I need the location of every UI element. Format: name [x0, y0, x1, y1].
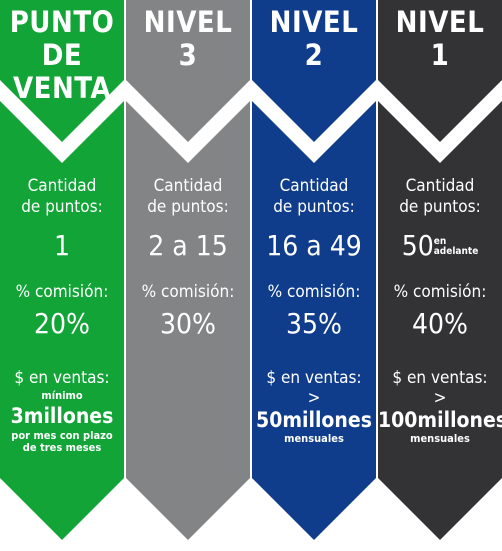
- sales-amount: 3millones: [10, 404, 114, 428]
- sales-note: mensuales: [410, 432, 470, 445]
- commission-label: % comisión:: [267, 282, 361, 302]
- sales-label: $ en ventas:: [392, 368, 488, 388]
- tier-punto-de-venta: PUNTO DE VENTA Cantidad de puntos: 1 % com…: [0, 0, 124, 551]
- commission-value: 35%: [286, 307, 342, 340]
- tier-title: PUNTO DE VENTA: [9, 5, 115, 105]
- arrow-banner-shape: [378, 0, 502, 540]
- commission-label: % comisión:: [393, 282, 487, 302]
- commission-label: % comisión:: [141, 282, 235, 302]
- tier-nivel-1: NIVEL 1 Cantidad de puntos: 50 en adelante %…: [378, 0, 502, 551]
- points-label: Cantidad de puntos:: [273, 176, 355, 217]
- points-value: 1: [53, 229, 71, 262]
- points-label: Cantidad de puntos:: [147, 176, 229, 217]
- commission-label: % comisión:: [15, 282, 109, 302]
- tier-title: NIVEL 2: [269, 5, 359, 72]
- points-value-number: 50: [401, 229, 434, 262]
- tier-title: NIVEL 3: [143, 5, 233, 72]
- points-label: Cantidad de puntos:: [399, 176, 481, 217]
- sales-prefix: >: [433, 388, 447, 408]
- points-value-suffix: en adelante: [433, 236, 479, 257]
- sales-note: mensuales: [284, 432, 344, 445]
- points-value: 50 en adelante: [378, 230, 502, 262]
- sales-label: $ en ventas:: [266, 368, 362, 388]
- arrow-banner-shape: [0, 0, 124, 540]
- sales-amount: 100millones: [378, 408, 502, 432]
- commission-value: 20%: [34, 307, 90, 340]
- commission-value: 30%: [160, 307, 216, 340]
- commission-value: 40%: [412, 307, 468, 340]
- sales-note: por mes con plazo de tres meses: [11, 429, 113, 454]
- tier-nivel-2: NIVEL 2 Cantidad de puntos: 16 a 49 % comi…: [252, 0, 376, 551]
- points-value: 2 a 15: [148, 229, 228, 262]
- sales-amount: 50millones: [256, 408, 372, 432]
- tier-nivel-3: NIVEL 3 Cantidad de puntos: 2 a 15 % comis…: [126, 0, 250, 551]
- arrow-banner-shape: [126, 0, 250, 540]
- sales-prefix: mínimo: [41, 389, 83, 402]
- tier-title: NIVEL 1: [395, 5, 485, 72]
- arrow-banner-shape: [252, 0, 376, 540]
- points-label: Cantidad de puntos:: [21, 176, 103, 217]
- sales-prefix: >: [307, 388, 321, 408]
- sales-label: $ en ventas:: [14, 368, 110, 388]
- points-value: 16 a 49: [266, 229, 362, 262]
